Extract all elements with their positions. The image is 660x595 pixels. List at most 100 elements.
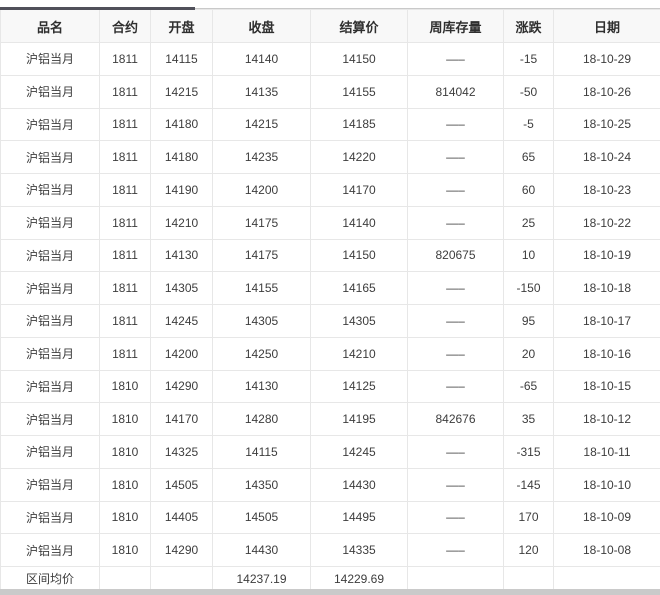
table-row: 沪铝当月 1811 14115 14140 14150 —– -15 18-10-29 — [0, 42, 660, 76]
cell-inventory: —– — [407, 173, 504, 207]
cell-close: 14135 — [212, 74, 311, 109]
cell-inventory: —– — [407, 435, 504, 469]
table-row: 沪铝当月 1811 14190 14200 14170 —– 60 18-10-23 — [0, 173, 660, 207]
column-header-date: 日期 — [553, 9, 660, 43]
table-row: 沪铝当月 1811 14200 14250 14210 —– 20 18-10-16 — [0, 336, 660, 371]
summary-cell-close: 14237.19 — [212, 566, 311, 591]
cell-close: 14505 — [212, 500, 311, 535]
table-row: 沪铝当月 1811 14210 14175 14140 —– 25 18-10-22 — [0, 205, 660, 240]
cell-inventory: —– — [407, 369, 504, 404]
cell-open: 14180 — [150, 107, 213, 142]
cell-date: 18-10-26 — [553, 74, 660, 109]
cell-inventory: 820675 — [407, 238, 504, 273]
cell-inventory: —– — [407, 467, 504, 502]
cell-inventory: —– — [407, 42, 504, 76]
cell-date: 18-10-11 — [553, 435, 660, 469]
cell-settle: 14165 — [310, 271, 408, 305]
table-row: 沪铝当月 1811 14180 14215 14185 —– -5 18-10-25 — [0, 107, 660, 142]
cell-change: -5 — [503, 107, 554, 142]
cell-contract: 1811 — [99, 271, 151, 305]
cell-open: 14290 — [150, 533, 213, 567]
cell-close: 14200 — [212, 173, 311, 207]
cell-product: 沪铝当月 — [0, 140, 100, 174]
cell-product: 沪铝当月 — [0, 435, 100, 469]
cell-contract: 1811 — [99, 107, 151, 142]
cell-product: 沪铝当月 — [0, 42, 100, 76]
cell-product: 沪铝当月 — [0, 173, 100, 207]
cell-close: 14430 — [212, 533, 311, 567]
cell-open: 14305 — [150, 271, 213, 305]
cell-inventory: 814042 — [407, 74, 504, 109]
cell-inventory: —– — [407, 304, 504, 338]
cell-settle: 14150 — [310, 42, 408, 76]
cell-settle: 14155 — [310, 74, 408, 109]
summary-cell-product: 区间均价 — [0, 566, 100, 591]
cell-change: 60 — [503, 173, 554, 207]
cell-open: 14170 — [150, 402, 213, 436]
table-row: 沪铝当月 1810 14290 14130 14125 —– -65 18-10-15 — [0, 369, 660, 404]
cell-settle: 14150 — [310, 238, 408, 273]
cell-close: 14175 — [212, 238, 311, 273]
table-row: 沪铝当月 1811 14215 14135 14155 814042 -50 18-10-26 — [0, 74, 660, 109]
cell-open: 14325 — [150, 435, 213, 469]
cell-open: 14190 — [150, 173, 213, 207]
cell-change: -145 — [503, 467, 554, 502]
cell-date: 18-10-10 — [553, 467, 660, 502]
table-row: 沪铝当月 1810 14505 14350 14430 —– -145 18-10-10 — [0, 467, 660, 502]
cell-close: 14115 — [212, 435, 311, 469]
cell-product: 沪铝当月 — [0, 238, 100, 273]
table-row: 沪铝当月 1811 14130 14175 14150 820675 10 18-10-19 — [0, 238, 660, 273]
cell-inventory: —– — [407, 140, 504, 174]
cell-contract: 1810 — [99, 533, 151, 567]
horizontal-scrollbar[interactable] — [0, 589, 660, 595]
cell-contract: 1810 — [99, 435, 151, 469]
summary-cell-open — [150, 566, 213, 591]
summary-row: 区间均价 14237.19 14229.69 — [0, 566, 660, 591]
cell-change: 20 — [503, 336, 554, 371]
cell-product: 沪铝当月 — [0, 205, 100, 240]
futures-table-container: 品名 合约 开盘 收盘 结算价 周库存量 涨跌 日期 沪铝当月 1811 14115 14140 14… — [0, 7, 660, 591]
cell-contract: 1811 — [99, 42, 151, 76]
cell-change: -15 — [503, 42, 554, 76]
table-row: 沪铝当月 1810 14170 14280 14195 842676 35 18-10-12 — [0, 402, 660, 436]
summary-cell-change — [503, 566, 554, 591]
cell-open: 14290 — [150, 369, 213, 404]
cell-contract: 1811 — [99, 205, 151, 240]
cell-date: 18-10-15 — [553, 369, 660, 404]
cell-contract: 1811 — [99, 173, 151, 207]
cell-settle: 14495 — [310, 500, 408, 535]
cell-contract: 1811 — [99, 304, 151, 338]
cell-product: 沪铝当月 — [0, 402, 100, 436]
table-row: 沪铝当月 1810 14325 14115 14245 —– -315 18-10-11 — [0, 435, 660, 469]
cell-product: 沪铝当月 — [0, 304, 100, 338]
summary-cell-date — [553, 566, 660, 591]
cell-inventory: 842676 — [407, 402, 504, 436]
cell-close: 14175 — [212, 205, 311, 240]
cell-contract: 1810 — [99, 369, 151, 404]
column-header-inventory: 周库存量 — [407, 9, 504, 43]
cell-date: 18-10-17 — [553, 304, 660, 338]
cell-open: 14200 — [150, 336, 213, 371]
cell-contract: 1810 — [99, 402, 151, 436]
cell-date: 18-10-24 — [553, 140, 660, 174]
cell-date: 18-10-29 — [553, 42, 660, 76]
cell-settle: 14220 — [310, 140, 408, 174]
cell-settle: 14195 — [310, 402, 408, 436]
cell-date: 18-10-25 — [553, 107, 660, 142]
table-header-row: 品名 合约 开盘 收盘 结算价 周库存量 涨跌 日期 — [0, 9, 660, 43]
cell-contract: 1811 — [99, 74, 151, 109]
cell-settle: 14335 — [310, 533, 408, 567]
cell-inventory: —– — [407, 336, 504, 371]
cell-open: 14245 — [150, 304, 213, 338]
cell-open: 14215 — [150, 74, 213, 109]
cell-settle: 14245 — [310, 435, 408, 469]
column-header-contract: 合约 — [99, 9, 151, 43]
summary-cell-settle: 14229.69 — [310, 566, 408, 591]
table-row: 沪铝当月 1811 14180 14235 14220 —– 65 18-10-24 — [0, 140, 660, 174]
cell-date: 18-10-22 — [553, 205, 660, 240]
cell-close: 14305 — [212, 304, 311, 338]
cell-open: 14130 — [150, 238, 213, 273]
cell-change: 120 — [503, 533, 554, 567]
cell-product: 沪铝当月 — [0, 369, 100, 404]
table-row: 沪铝当月 1811 14245 14305 14305 —– 95 18-10-17 — [0, 304, 660, 338]
